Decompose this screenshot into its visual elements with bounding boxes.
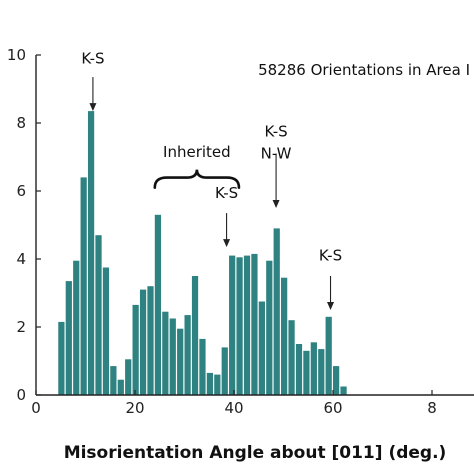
annotation-arrow-head-3 xyxy=(223,239,231,248)
bar-28 xyxy=(266,260,273,395)
bar-5 xyxy=(95,235,102,395)
bar-19 xyxy=(199,338,206,395)
bar-9 xyxy=(125,359,132,395)
bar-11 xyxy=(139,289,147,395)
bar-38 xyxy=(340,386,347,395)
inset-text: 58286 Orientations in Area I xyxy=(258,61,470,79)
bars xyxy=(58,111,347,395)
bar-8 xyxy=(117,379,124,395)
bar-24 xyxy=(236,257,243,395)
bar-29 xyxy=(273,228,280,395)
annotation-arrow-head-4 xyxy=(327,302,335,310)
annotation-label-0: K-S xyxy=(81,50,104,68)
bar-20 xyxy=(206,372,214,395)
bar-0 xyxy=(58,321,65,395)
bar-13 xyxy=(154,214,162,395)
annotations: K-S K-S N-W K-S K-S Inherited xyxy=(81,50,342,310)
bar-18 xyxy=(191,276,199,395)
bar-34 xyxy=(310,342,317,395)
bar-10 xyxy=(132,304,139,395)
y-tick-label-5: 10 xyxy=(7,46,26,64)
bar-6 xyxy=(102,267,110,395)
bar-2 xyxy=(73,260,80,395)
bar-16 xyxy=(177,328,184,395)
bar-22 xyxy=(221,347,228,395)
inherited-label: Inherited xyxy=(163,143,231,161)
bar-25 xyxy=(243,255,251,395)
annotation-label-1: K-S xyxy=(264,123,287,141)
bar-15 xyxy=(169,318,176,395)
bar-30 xyxy=(281,277,288,395)
inherited-brace xyxy=(153,169,241,189)
bar-12 xyxy=(147,286,154,395)
bar-36 xyxy=(325,316,332,395)
annotation-arrow-head-0 xyxy=(89,103,97,112)
x-tick-label-0: 0 xyxy=(31,399,41,417)
bar-35 xyxy=(318,349,325,395)
y-tick-label-0: 0 xyxy=(16,386,26,404)
annotation-label-4: K-S xyxy=(319,247,342,265)
bar-14 xyxy=(162,311,169,395)
bar-26 xyxy=(251,253,258,395)
x-axis-label: Misorientation Angle about [011] (deg.) xyxy=(64,443,447,463)
annotation-arrow-head-1 xyxy=(272,200,280,208)
x-tick-label-1: 20 xyxy=(125,399,144,417)
axes: 0 2 4 6 8 10 0 20 40 60 8 xyxy=(7,46,474,417)
bar-33 xyxy=(303,350,310,395)
bar-7 xyxy=(110,366,117,395)
bar-17 xyxy=(184,315,191,395)
annotation-label-2: N-W xyxy=(261,145,292,163)
y-tick-label-3: 6 xyxy=(16,182,26,200)
bar-27 xyxy=(258,301,265,395)
bar-32 xyxy=(295,344,303,395)
x-tick-label-4: 8 xyxy=(427,399,437,417)
bar-37 xyxy=(333,366,340,395)
bar-3 xyxy=(80,177,87,395)
bar-21 xyxy=(214,374,221,395)
y-tick-label-2: 4 xyxy=(16,250,26,268)
bar-1 xyxy=(65,281,72,395)
y-tick-label-1: 2 xyxy=(16,318,26,336)
y-tick-label-4: 8 xyxy=(16,114,26,132)
x-tick-label-3: 60 xyxy=(323,399,342,417)
bar-31 xyxy=(288,320,295,395)
bar-4 xyxy=(87,111,95,395)
annotation-label-3: K-S xyxy=(215,184,238,202)
x-tick-label-2: 40 xyxy=(224,399,243,417)
bar-23 xyxy=(229,255,236,395)
